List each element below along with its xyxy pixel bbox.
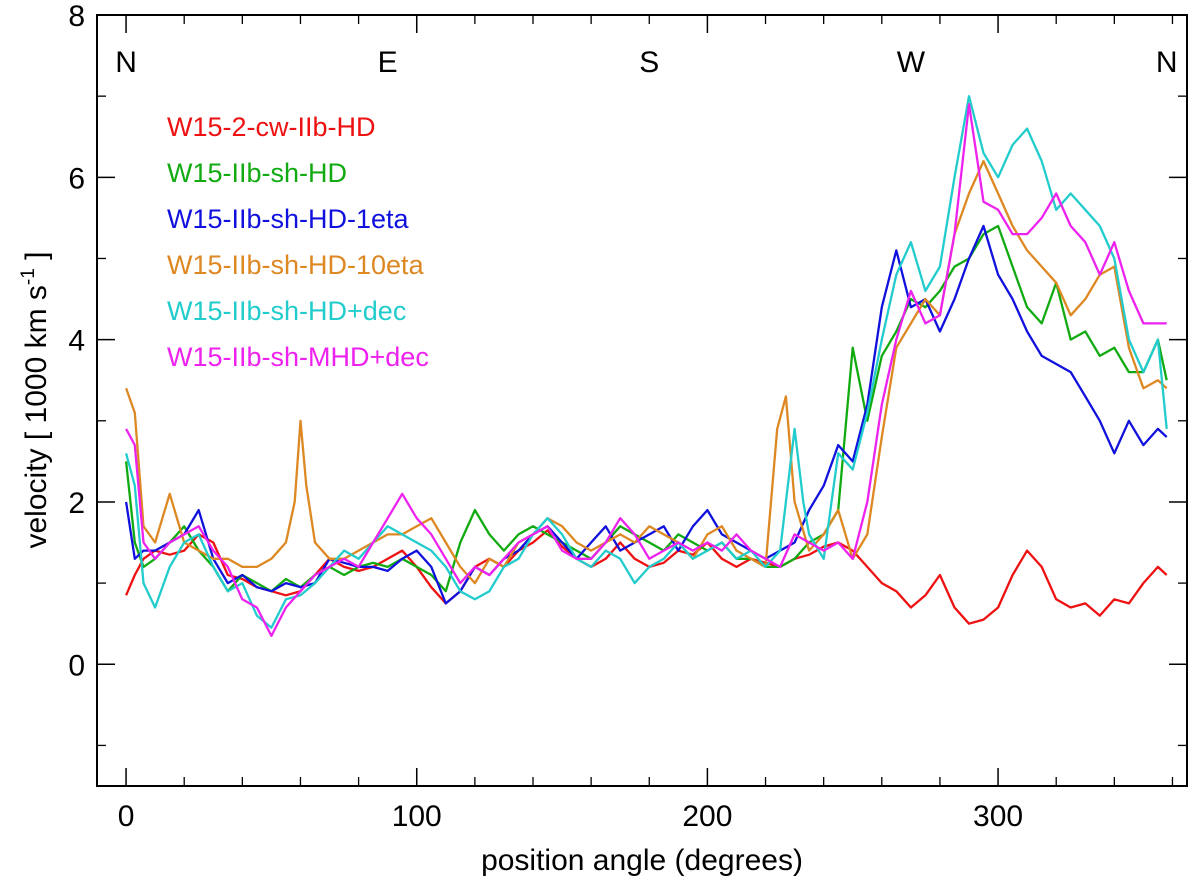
x-tick-label: 100 [392, 800, 442, 833]
legend: W15-2-cw-IIb-HD W15-IIb-sh-HD W15-IIb-sh-H… [167, 112, 429, 372]
series-line-4 [125, 159, 1168, 585]
direction-label: N [1156, 46, 1178, 79]
y-tick-label: 8 [68, 0, 85, 33]
y-tick-label: 4 [68, 325, 85, 358]
legend-entry: W15-IIb-sh-MHD+dec [167, 342, 429, 372]
legend-entry: W15-2-cw-IIb-HD [167, 112, 376, 142]
y-axis-title: velocity [ 1000 km s-1 ] [18, 251, 53, 548]
direction-label: S [639, 46, 659, 79]
x-axis-title: position angle (degrees) [481, 844, 803, 877]
y-tick-label: 2 [68, 487, 85, 520]
x-tick-label: 0 [118, 800, 135, 833]
x-tick-label: 300 [973, 800, 1023, 833]
legend-entry: W15-IIb-sh-HD+dec [167, 296, 406, 326]
direction-label: E [378, 46, 398, 79]
direction-label: N [115, 46, 137, 79]
series-line-6 [125, 103, 1167, 638]
legend-entry: W15-IIb-sh-HD-10eta [167, 250, 425, 280]
series-line-5 [124, 95, 1168, 629]
legend-entry: W15-IIb-sh-HD-1eta [167, 204, 410, 234]
series-line-3 [124, 224, 1168, 605]
series-line-1 [125, 529, 1168, 625]
direction-label: W [897, 46, 926, 79]
y-tick-label: 0 [68, 649, 85, 682]
plot-frame [96, 14, 1188, 787]
axis-ticks: 0 100 200 300 0 2 4 6 8 [68, 0, 1187, 833]
series-lines [124, 95, 1168, 638]
x-tick-label: 200 [682, 800, 732, 833]
legend-entry: W15-IIb-sh-HD [167, 158, 347, 188]
y-tick-label: 6 [68, 162, 85, 195]
